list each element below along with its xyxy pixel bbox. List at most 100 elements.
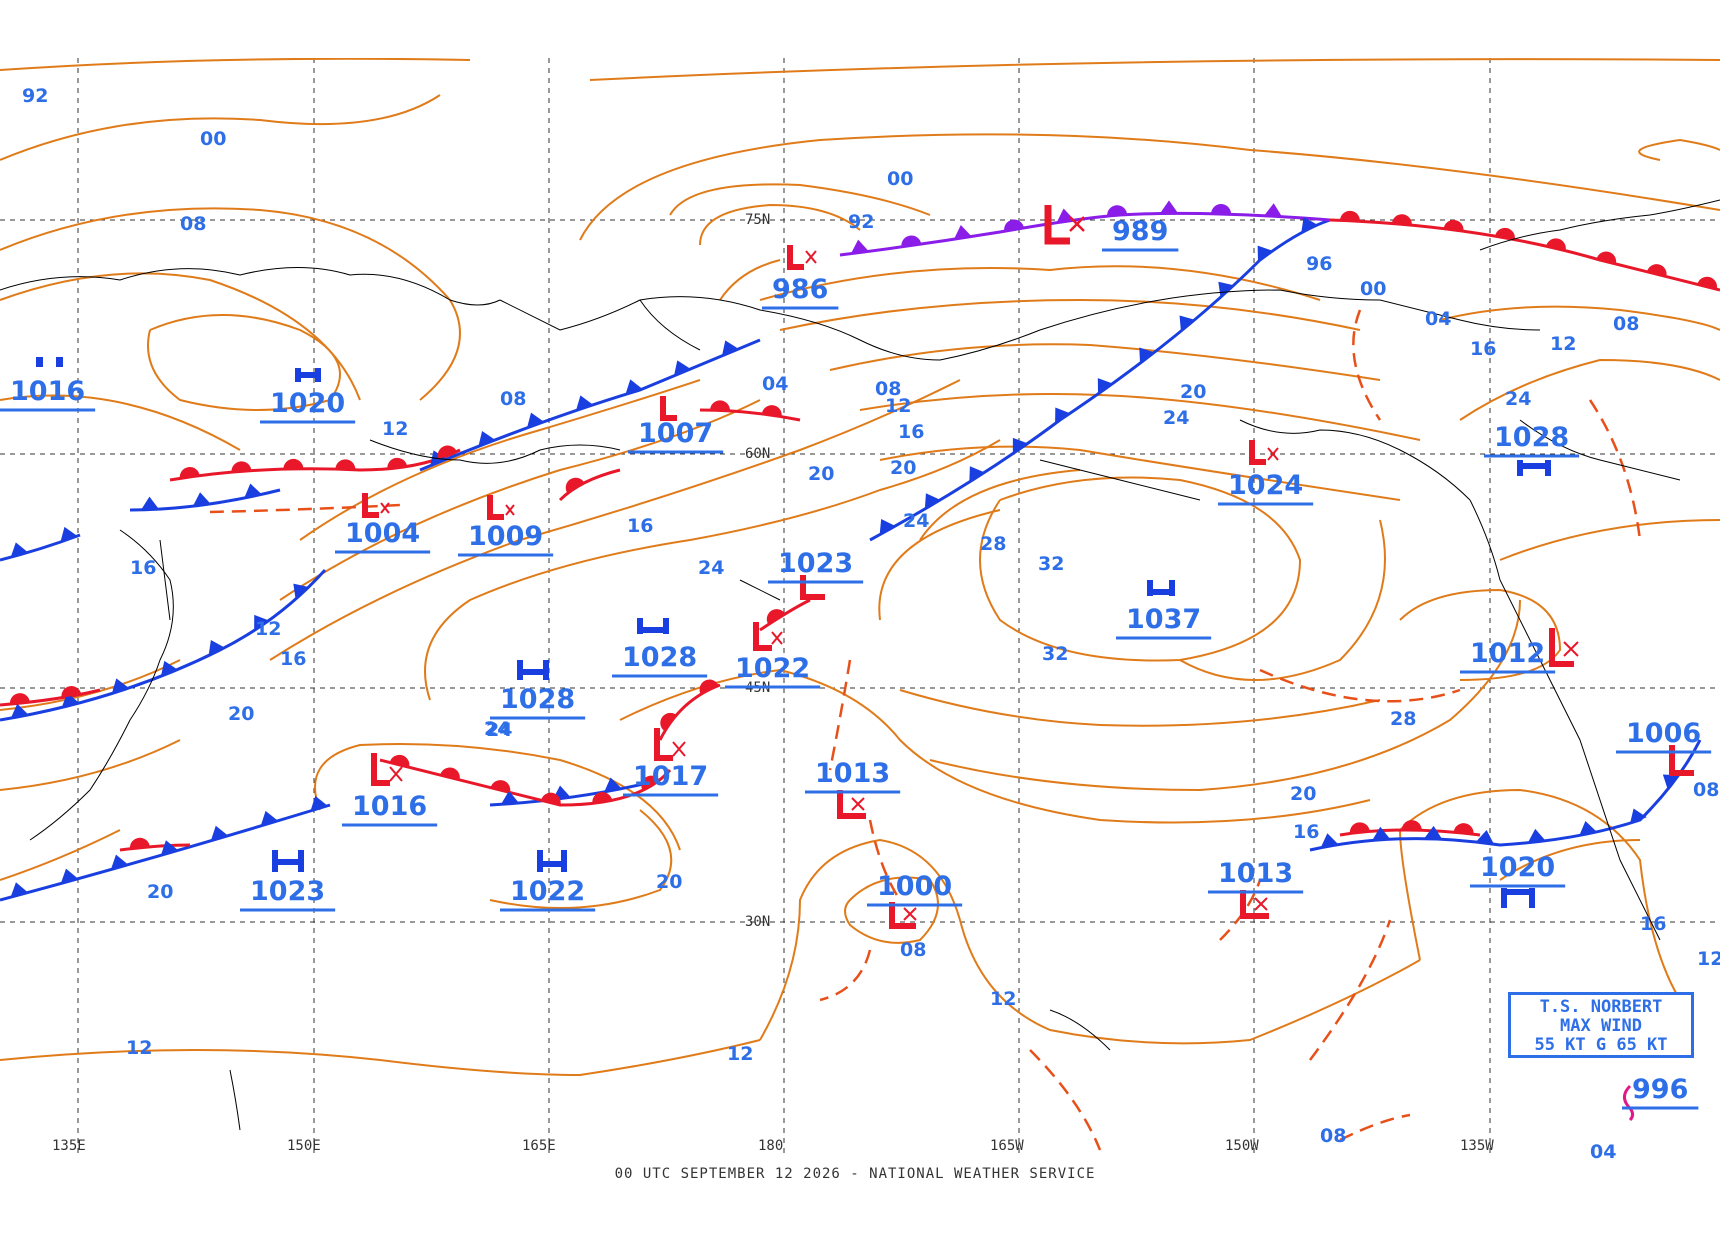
isobar — [0, 829, 121, 881]
high-pressure-center: 1022 — [500, 850, 596, 912]
isobar-label: 16 — [1470, 338, 1496, 360]
warm-front-semicircle — [1339, 210, 1360, 222]
isobar-label: 96 — [1306, 253, 1332, 275]
center-value: 1022 — [735, 653, 810, 684]
center-value: 1004 — [345, 518, 420, 549]
center-value: 1013 — [815, 758, 890, 789]
warm-front-semicircle — [641, 775, 660, 791]
warm-front-semicircle — [1453, 823, 1474, 835]
cold-front-triangle — [1179, 315, 1195, 332]
warm-front-semicircle — [1596, 251, 1617, 264]
low-pressure-center: 1007 — [628, 396, 724, 454]
isobar-label: 20 — [1290, 783, 1316, 805]
isobar-label: 32 — [1038, 553, 1064, 575]
cold-front-triangle — [604, 777, 622, 792]
trough — [828, 659, 852, 771]
trough — [1259, 668, 1461, 703]
cold-front-triangle — [576, 395, 594, 411]
isobar — [719, 259, 781, 301]
low-pressure-center: 1013 — [805, 758, 901, 819]
warm-front-semicircle — [1697, 276, 1718, 290]
isobar — [1398, 788, 1681, 1001]
warm-front — [699, 408, 801, 422]
coastline — [739, 579, 781, 601]
low-pressure-center: 1009 — [458, 495, 554, 557]
isobar — [424, 439, 1001, 701]
warm-front-semicircle — [389, 754, 410, 768]
occluded-front-triangle — [953, 225, 972, 240]
warm-front-semicircle — [283, 458, 304, 470]
isobar-label: 28 — [1390, 708, 1416, 730]
cold-front — [419, 338, 761, 472]
cold-front-triangle — [625, 379, 643, 395]
isobar-label: 24 — [903, 510, 929, 532]
isobar — [279, 399, 761, 601]
isobar — [0, 207, 461, 401]
trough — [1588, 399, 1642, 541]
low-icon — [362, 493, 390, 518]
low-pressure-center: 1024 — [1218, 440, 1314, 506]
isobar-label: 92 — [848, 211, 874, 233]
cold-front-triangle — [111, 678, 129, 694]
coastline — [1039, 459, 1201, 501]
isobar-label: 04 — [762, 373, 788, 395]
trough — [1219, 879, 1262, 941]
high-icon — [1147, 580, 1175, 596]
center-value: 996 — [1632, 1074, 1688, 1105]
isobar — [299, 379, 701, 541]
lat-label-30n: 30N — [745, 914, 770, 930]
center-value: 1009 — [468, 521, 543, 552]
isobar-label: 20 — [228, 703, 254, 725]
center-value: 1020 — [1480, 852, 1555, 883]
cold-front-triangle — [260, 810, 278, 826]
warm-front-semicircle — [1391, 214, 1412, 226]
warm-front-semicircle — [387, 457, 408, 470]
cold-front-triangle — [1662, 774, 1679, 790]
isobar-label: 08 — [180, 213, 206, 235]
occluded-front-semicircle — [1107, 205, 1128, 217]
low-icon — [889, 902, 917, 929]
high-pressure-center: 1020 — [260, 368, 356, 424]
isobar-label: 12 — [382, 418, 408, 440]
high-pressure-center: 1016 — [0, 357, 96, 412]
cold-front-triangle — [969, 466, 985, 483]
trough — [1308, 919, 1392, 1061]
warm-front-semicircle — [710, 400, 730, 411]
low-icon — [487, 495, 515, 520]
low-icon — [837, 790, 866, 819]
cold-front-triangle — [1257, 245, 1273, 262]
occluded-front-semicircle — [901, 235, 922, 247]
front-symbols — [9, 200, 1718, 898]
center-value: 1024 — [1228, 470, 1303, 501]
isobar — [147, 314, 341, 411]
isobar — [979, 476, 1302, 662]
lon-label-150e: 150E — [287, 1138, 321, 1154]
cold-front-triangle — [210, 825, 229, 841]
cold-front-triangle — [879, 518, 896, 535]
cold-front-triangle — [60, 526, 78, 543]
tropical-storm-center: 996 — [1622, 1074, 1699, 1122]
coastline — [29, 529, 174, 841]
low-pressure-center: 1017 — [623, 728, 719, 797]
center-value: 1022 — [510, 876, 585, 907]
cold-front-triangle — [1320, 833, 1339, 848]
isobar-label: 12 — [727, 1043, 753, 1065]
isobar — [489, 809, 673, 909]
isobar-label: 04 — [1425, 308, 1451, 330]
tropical-storm-icon — [1623, 1084, 1635, 1122]
warm-front-semicircle — [1646, 264, 1667, 277]
low-pressure-center: 1016 — [342, 753, 438, 827]
isobar — [919, 469, 1081, 541]
storm-info-box: T.S. NORBERT MAX WIND 55 KT G 65 KT — [1508, 992, 1694, 1058]
isobar-label: 12 — [255, 618, 281, 640]
warm-front-semicircle — [660, 712, 677, 731]
isobar-label: 00 — [200, 128, 226, 150]
cold-front-triangle — [192, 492, 211, 507]
isobar-label: 16 — [898, 421, 924, 443]
center-value: 1028 — [1494, 422, 1569, 453]
isobar — [1459, 358, 1720, 421]
high-pressure-center: 1028 — [490, 660, 586, 720]
isobar — [619, 668, 1371, 824]
cold-front-triangle — [1579, 821, 1597, 836]
